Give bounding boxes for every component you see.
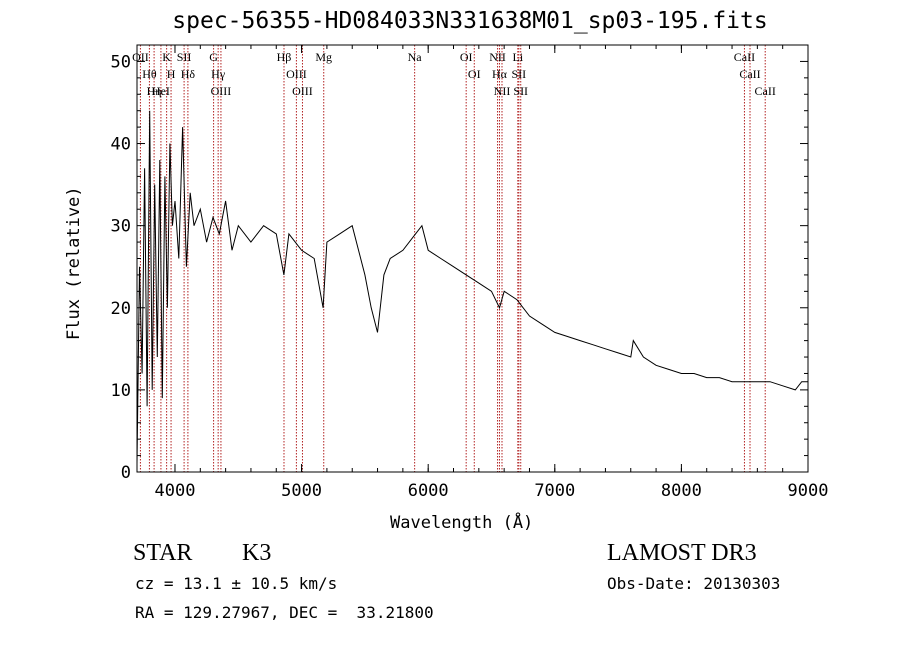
line-label: Hθ bbox=[142, 67, 157, 81]
coordinates-info: RA = 129.27967, DEC = 33.21800 bbox=[135, 603, 434, 622]
line-label: OIII bbox=[286, 67, 307, 81]
line-label: Hη bbox=[147, 84, 162, 98]
x-tick-label: 7000 bbox=[534, 481, 575, 501]
y-tick-label: 40 bbox=[111, 135, 131, 155]
line-label: OII bbox=[132, 50, 149, 64]
y-tick-label: 30 bbox=[111, 217, 131, 237]
line-label: Li bbox=[512, 50, 523, 64]
line-label: SII bbox=[513, 84, 528, 98]
line-label: Mg bbox=[315, 50, 332, 64]
y-tick-label: 10 bbox=[111, 381, 131, 401]
line-label: HeI bbox=[152, 84, 170, 98]
y-axis-label: Flux (relative) bbox=[64, 186, 84, 340]
chart-title: spec-56355-HD084033N331638M01_sp03-195.f… bbox=[172, 8, 768, 34]
line-label: OIII bbox=[292, 84, 313, 98]
object-subclass: K3 bbox=[242, 540, 272, 566]
line-label: SII bbox=[177, 50, 192, 64]
x-axis-ticks: 4000 5000 6000 7000 8000 9000 bbox=[155, 45, 829, 501]
line-label: K bbox=[162, 50, 171, 64]
line-label: CaII bbox=[755, 84, 776, 98]
spectrum-line bbox=[136, 110, 808, 464]
line-label: H bbox=[167, 67, 176, 81]
x-axis-label: Wavelength (Å) bbox=[390, 513, 534, 533]
line-label: SII bbox=[512, 67, 527, 81]
y-tick-label: 20 bbox=[111, 299, 131, 319]
redshift-info: cz = 13.1 ± 10.5 km/s bbox=[135, 574, 338, 593]
line-label: CaII bbox=[734, 50, 755, 64]
line-label: Hγ bbox=[211, 67, 226, 81]
line-label: Hδ bbox=[181, 67, 196, 81]
survey-name: LAMOST DR3 bbox=[607, 540, 757, 566]
x-tick-label: 6000 bbox=[408, 481, 449, 501]
line-label: CaII bbox=[739, 67, 760, 81]
line-label: NII bbox=[489, 50, 506, 64]
y-axis-ticks: 0 10 20 30 40 50 bbox=[111, 52, 808, 483]
observation-date: Obs-Date: 20130303 bbox=[607, 574, 781, 593]
line-label: OI bbox=[468, 67, 481, 81]
line-label: NII bbox=[494, 84, 511, 98]
line-label: OI bbox=[460, 50, 473, 64]
x-tick-label: 4000 bbox=[155, 481, 196, 501]
y-tick-label: 50 bbox=[111, 52, 131, 72]
x-tick-label: 8000 bbox=[661, 481, 702, 501]
line-label: Na bbox=[408, 50, 423, 64]
emission-line-markers bbox=[139, 45, 766, 472]
line-label: Hβ bbox=[277, 50, 292, 64]
line-label: G bbox=[209, 50, 218, 64]
x-tick-label: 5000 bbox=[281, 481, 322, 501]
object-class: STAR bbox=[133, 540, 193, 566]
y-tick-label: 0 bbox=[121, 463, 131, 483]
x-tick-label: 9000 bbox=[788, 481, 829, 501]
plot-frame bbox=[136, 44, 809, 473]
line-label: OIII bbox=[211, 84, 232, 98]
line-label: Hα bbox=[492, 67, 508, 81]
